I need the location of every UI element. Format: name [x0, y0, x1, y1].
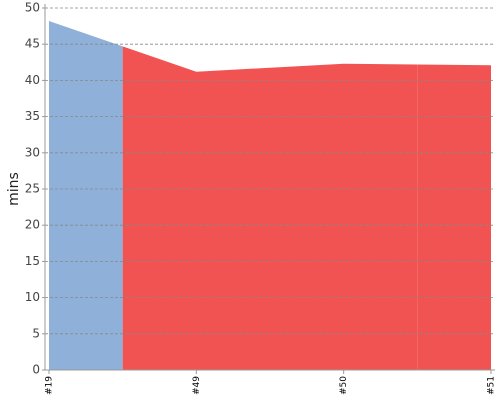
y-tick-label: 40: [25, 73, 40, 87]
y-tick-label: 25: [25, 182, 40, 196]
area-segment: [417, 64, 491, 371]
area-segment: [122, 46, 271, 370]
x-tick-label: #19: [45, 376, 55, 395]
area-segment: [49, 21, 123, 370]
y-tick-label: 35: [25, 109, 40, 123]
x-tick-label: #50: [339, 376, 349, 395]
y-tick-label: 45: [25, 37, 40, 51]
y-tick-label: 30: [25, 145, 40, 159]
y-tick-label: 5: [32, 326, 40, 340]
y-axis-label: mins: [6, 172, 22, 206]
y-tick-label: 0: [32, 363, 40, 377]
x-tick-label: #51: [487, 376, 497, 395]
y-tick-label: 10: [25, 290, 40, 304]
x-tick-label: #49: [192, 376, 202, 395]
y-tick-label: 50: [25, 1, 40, 15]
y-tick-label: 20: [25, 218, 40, 232]
area-segment: [270, 63, 418, 371]
y-tick-label: 15: [25, 254, 40, 268]
